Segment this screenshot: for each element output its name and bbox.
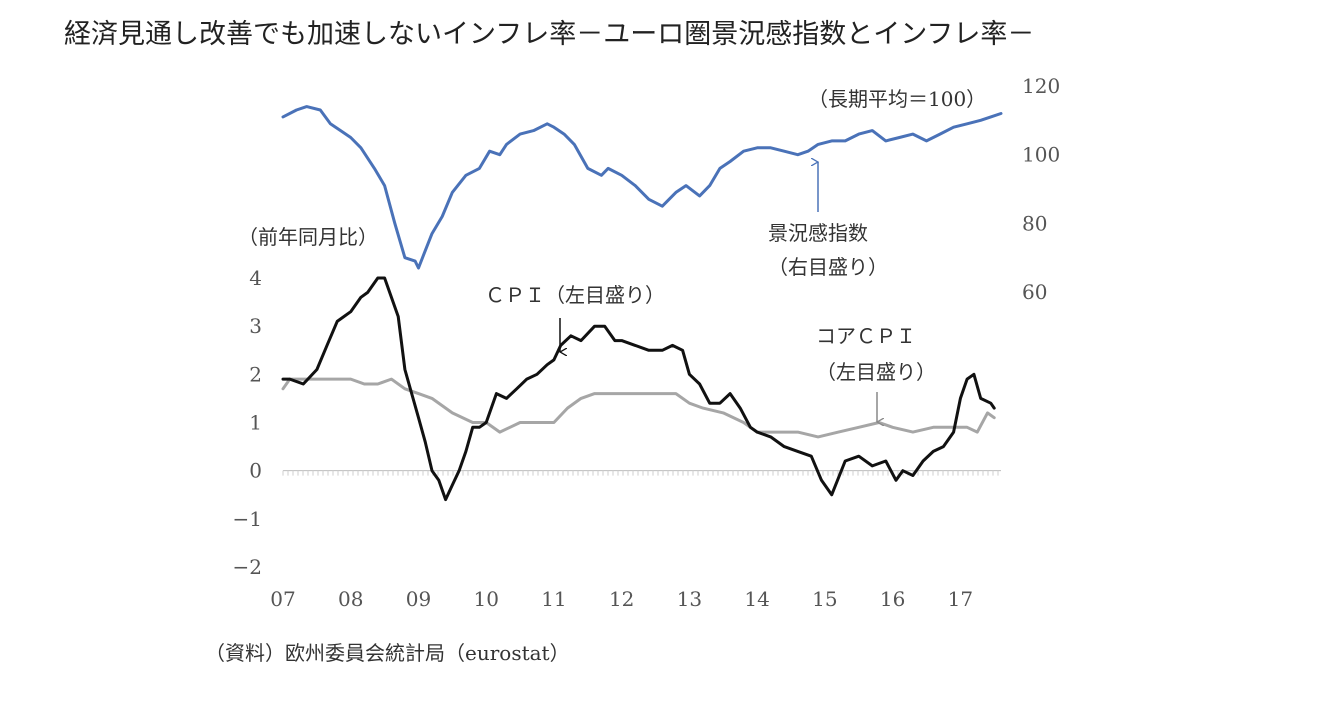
left-tick-label: 1 [249, 411, 262, 435]
cpi-annotation: ＣＰＩ（左目盛り） [485, 283, 665, 307]
series-layer [281, 105, 1003, 502]
left-tick-label: 0 [249, 459, 262, 483]
left-tick-label: 4 [249, 266, 262, 290]
x-tick-label: 07 [270, 587, 295, 611]
cpi-line [281, 276, 996, 502]
x-tick-label: 09 [406, 587, 431, 611]
x-tick-label: 17 [948, 587, 973, 611]
core-cpi-annotation-line1: コアＣＰＩ [816, 324, 916, 348]
right-axis-ticks: 120 100 80 60 [1022, 74, 1060, 304]
right-axis-label: （長期平均＝100） [808, 87, 986, 111]
left-tick-label: −1 [233, 507, 262, 531]
x-tick-label: 14 [744, 587, 769, 611]
x-tick-label: 16 [880, 587, 905, 611]
x-tick-label: 10 [473, 587, 498, 611]
x-tick-label: 15 [812, 587, 837, 611]
right-tick-label: 100 [1022, 143, 1060, 167]
x-axis-ticks: 07 08 09 10 11 12 13 14 15 16 17 [270, 587, 973, 611]
x-tick-label: 13 [677, 587, 702, 611]
core-cpi-annotation-line2: （左目盛り） [816, 360, 936, 384]
core-cpi-line [281, 377, 996, 439]
right-tick-label: 120 [1022, 74, 1060, 98]
x-tick-label: 12 [609, 587, 634, 611]
left-axis-label: （前年同月比） [238, 225, 378, 249]
esi-annotation-line2: （右目盛り） [768, 255, 888, 279]
x-tick-label: 08 [338, 587, 363, 611]
left-tick-label: 3 [249, 314, 262, 338]
right-tick-label: 80 [1022, 211, 1047, 235]
left-tick-label: 2 [249, 362, 262, 386]
right-tick-label: 60 [1022, 280, 1047, 304]
x-tick-label: 11 [541, 587, 566, 611]
left-tick-label: −2 [233, 555, 262, 579]
esi-annotation-line1: 景況感指数 [768, 221, 868, 245]
esi-line [281, 105, 1003, 270]
left-axis-ticks: 4 3 2 1 0 −1 −2 [233, 266, 262, 579]
source-note: （資料）欧州委員会統計局（eurostat） [205, 641, 570, 665]
chart-title: 経済見通し改善でも加速しないインフレ率－ユーロ圏景況感指数とインフレ率－ [64, 19, 1034, 50]
